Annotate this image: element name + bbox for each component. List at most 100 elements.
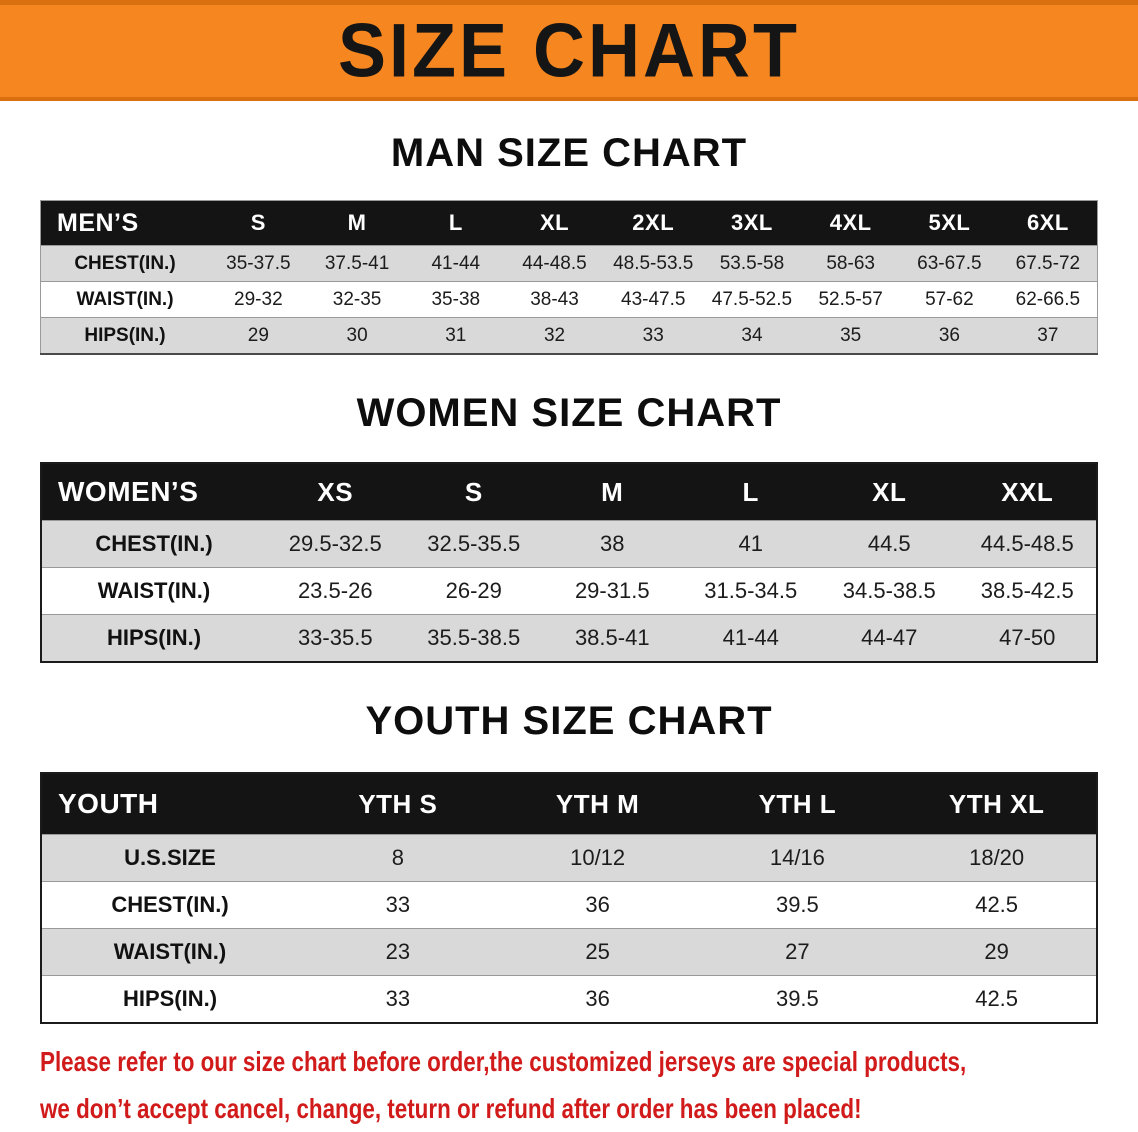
measurement-value: 29 xyxy=(209,317,308,354)
women-size-column-header: XL xyxy=(820,463,959,521)
measurement-value: 47-50 xyxy=(958,614,1097,662)
measurement-value: 36 xyxy=(497,881,698,929)
measurement-value: 8 xyxy=(298,834,498,882)
men-size-column-header: L xyxy=(406,200,506,246)
measurement-value: 26-29 xyxy=(404,567,543,615)
men-measurement-row: HIPS(IN.) 29 30 31 32 33 34 35 36 37 xyxy=(40,317,1098,354)
measurement-value: 63-67.5 xyxy=(900,245,999,282)
youth-size-column-header: YTH XL xyxy=(897,773,1097,835)
measurement-value: 34.5-38.5 xyxy=(820,567,959,615)
measurement-value: 35 xyxy=(801,317,901,354)
measurement-value: 33 xyxy=(603,317,703,354)
youth-table-title: YOUTH xyxy=(41,773,298,835)
men-header-row: MEN’S S M L XL 2XL 3XL 4XL 5XL 6XL xyxy=(40,200,1098,246)
measurement-value: 29 xyxy=(897,928,1097,976)
measurement-value: 44-47 xyxy=(820,614,959,662)
women-table-title: WOMEN’S xyxy=(41,463,266,521)
youth-size-column-header: YTH L xyxy=(697,773,898,835)
measurement-value: 10/12 xyxy=(497,834,698,882)
measurement-value: 33 xyxy=(298,975,498,1023)
measurement-value: 29.5-32.5 xyxy=(266,520,405,568)
men-size-column-header: 4XL xyxy=(801,200,901,246)
measurement-value: 36 xyxy=(497,975,698,1023)
measurement-value: 18/20 xyxy=(897,834,1097,882)
measurement-label: CHEST(IN.) xyxy=(41,881,298,929)
measurement-label: CHEST(IN.) xyxy=(41,520,266,568)
measurement-value: 32.5-35.5 xyxy=(404,520,543,568)
measurement-value: 53.5-58 xyxy=(702,245,802,282)
men-size-column-header: 6XL xyxy=(998,200,1098,246)
youth-measurement-row: U.S.SIZE 8 10/12 14/16 18/20 xyxy=(41,834,1097,882)
measurement-label: U.S.SIZE xyxy=(41,834,298,882)
measurement-value: 32-35 xyxy=(307,281,407,318)
disclaimer-line-1: Please refer to our size chart before or… xyxy=(40,1046,967,1077)
measurement-label: HIPS(IN.) xyxy=(41,975,298,1023)
measurement-label: HIPS(IN.) xyxy=(41,614,266,662)
women-measurement-row: HIPS(IN.) 33-35.5 35.5-38.5 38.5-41 41-44 44-… xyxy=(41,614,1097,662)
measurement-value: 36 xyxy=(900,317,999,354)
women-size-column-header: L xyxy=(681,463,820,521)
measurement-value: 52.5-57 xyxy=(801,281,901,318)
measurement-value: 41-44 xyxy=(406,245,506,282)
men-size-column-header: 5XL xyxy=(900,200,999,246)
measurement-value: 34 xyxy=(702,317,802,354)
measurement-value: 29-31.5 xyxy=(543,567,682,615)
measurement-value: 39.5 xyxy=(697,881,898,929)
measurement-value: 43-47.5 xyxy=(603,281,703,318)
measurement-value: 35-38 xyxy=(406,281,506,318)
women-section-heading: WOMEN SIZE CHART xyxy=(356,391,782,435)
measurement-value: 57-62 xyxy=(900,281,999,318)
measurement-value: 62-66.5 xyxy=(998,281,1098,318)
youth-section-heading: YOUTH SIZE CHART xyxy=(365,699,773,743)
women-header-row: WOMEN’S XS S M L XL XXL xyxy=(41,463,1097,521)
measurement-value: 58-63 xyxy=(801,245,901,282)
measurement-value: 67.5-72 xyxy=(998,245,1098,282)
women-size-column-header: S xyxy=(404,463,543,521)
measurement-value: 29-32 xyxy=(209,281,308,318)
youth-measurement-row: HIPS(IN.) 33 36 39.5 42.5 xyxy=(41,975,1097,1023)
measurement-value: 23.5-26 xyxy=(266,567,405,615)
measurement-value: 39.5 xyxy=(697,975,898,1023)
youth-header-row: YOUTH YTH S YTH M YTH L YTH XL xyxy=(41,773,1097,835)
measurement-value: 44.5-48.5 xyxy=(958,520,1097,568)
measurement-value: 44-48.5 xyxy=(505,245,604,282)
women-size-column-header: M xyxy=(543,463,682,521)
youth-measurement-row: CHEST(IN.) 33 36 39.5 42.5 xyxy=(41,881,1097,929)
youth-measurement-row: WAIST(IN.) 23 25 27 29 xyxy=(41,928,1097,976)
measurement-value: 33-35.5 xyxy=(266,614,405,662)
youth-size-column-header: YTH M xyxy=(497,773,698,835)
measurement-value: 35.5-38.5 xyxy=(404,614,543,662)
men-size-column-header: XL xyxy=(505,200,604,246)
measurement-label: WAIST(IN.) xyxy=(41,567,266,615)
measurement-value: 14/16 xyxy=(697,834,898,882)
measurement-value: 48.5-53.5 xyxy=(603,245,703,282)
men-measurement-row: CHEST(IN.) 35-37.5 37.5-41 41-44 44-48.5 48.5… xyxy=(40,245,1098,282)
men-size-column-header: S xyxy=(209,200,308,246)
men-size-column-header: 2XL xyxy=(603,200,703,246)
women-size-table: WOMEN’S XS S M L XL XXL CHEST(IN.) 29.5-32.5 32.5… xyxy=(40,462,1098,663)
women-measurement-row: CHEST(IN.) 29.5-32.5 32.5-35.5 38 41 44.5 44.5… xyxy=(41,520,1097,568)
measurement-value: 44.5 xyxy=(820,520,959,568)
page-title: SIZE CHART xyxy=(338,8,800,94)
measurement-value: 25 xyxy=(497,928,698,976)
youth-size-column-header: YTH S xyxy=(298,773,498,835)
youth-size-table: YOUTH YTH S YTH M YTH L YTH XL U.S.SIZE 8 10/12… xyxy=(40,772,1098,1024)
disclaimer-line-2: we don’t accept cancel, change, teturn o… xyxy=(40,1093,862,1124)
measurement-value: 37 xyxy=(998,317,1098,354)
measurement-label: WAIST(IN.) xyxy=(41,928,298,976)
women-size-column-header: XS xyxy=(266,463,405,521)
measurement-value: 38-43 xyxy=(505,281,604,318)
measurement-value: 37.5-41 xyxy=(307,245,407,282)
measurement-value: 27 xyxy=(697,928,898,976)
measurement-value: 42.5 xyxy=(897,881,1097,929)
women-measurement-row: WAIST(IN.) 23.5-26 26-29 29-31.5 31.5-34.5 34… xyxy=(41,567,1097,615)
measurement-value: 32 xyxy=(505,317,604,354)
measurement-value: 38 xyxy=(543,520,682,568)
measurement-label: CHEST(IN.) xyxy=(40,245,209,282)
measurement-value: 31.5-34.5 xyxy=(681,567,820,615)
measurement-label: WAIST(IN.) xyxy=(40,281,209,318)
men-table-title: MEN’S xyxy=(40,200,209,246)
measurement-label: HIPS(IN.) xyxy=(40,317,209,354)
measurement-value: 41 xyxy=(681,520,820,568)
